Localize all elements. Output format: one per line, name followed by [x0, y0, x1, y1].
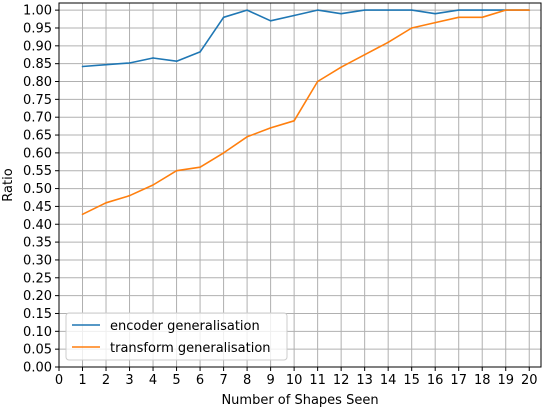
y-tick-label: 0.00 [23, 361, 52, 376]
x-axis-label: Number of Shapes Seen [221, 393, 378, 408]
x-tick-label: 15 [403, 373, 420, 388]
x-tick-label: 4 [149, 373, 157, 388]
x-tick-label: 7 [219, 373, 227, 388]
data-point [528, 9, 531, 11]
y-tick-label: 0.75 [23, 93, 52, 108]
data-point [481, 9, 484, 11]
data-point [504, 9, 507, 11]
x-tick-label: 18 [474, 373, 491, 388]
y-tick-label: 0.95 [23, 21, 52, 36]
data-point [434, 21, 436, 24]
x-tick-label: 16 [427, 373, 444, 388]
legend-label-transform: transform generalisation [110, 341, 271, 356]
data-point [175, 169, 178, 172]
x-tick-label: 20 [521, 373, 538, 388]
y-tick-label: 0.80 [23, 75, 52, 90]
y-tick-label: 0.15 [23, 307, 52, 322]
x-tick-label: 11 [309, 373, 326, 388]
data-point [81, 65, 84, 68]
plot-area [59, 3, 541, 367]
series-line-0 [82, 9, 530, 68]
data-point [363, 53, 366, 56]
x-tick-label: 14 [380, 373, 397, 388]
series-layer [81, 9, 531, 216]
data-point [481, 16, 484, 19]
x-tick-label: 8 [243, 373, 251, 388]
data-point [316, 9, 319, 11]
x-tick-label: 19 [497, 373, 514, 388]
data-point [105, 63, 107, 66]
y-tick-label: 0.70 [23, 111, 52, 126]
y-tick-label: 0.45 [23, 200, 52, 215]
data-point [199, 166, 201, 168]
data-point [316, 80, 319, 83]
data-point [246, 136, 248, 138]
x-tick-label: 2 [102, 373, 110, 388]
plot-frame [58, 2, 542, 368]
y-tick-label: 0.65 [23, 129, 52, 144]
y-tick-label: 0.30 [23, 253, 52, 268]
data-point [340, 12, 342, 15]
data-point [457, 16, 460, 19]
x-tick-label: 9 [266, 373, 274, 388]
data-point [81, 213, 84, 216]
data-point [128, 194, 131, 197]
data-point [387, 9, 389, 11]
y-tick-label: 0.90 [23, 39, 52, 54]
x-axis-ticks: 0 1 2 3 4 5 6 7 8 9 10 11 12 13 14 15 16 17 18 19 20 [55, 367, 538, 388]
data-point [387, 41, 389, 44]
data-point [457, 9, 460, 11]
data-point [152, 184, 154, 186]
data-point [269, 20, 272, 22]
data-point [105, 202, 107, 204]
data-point [199, 51, 201, 53]
legend-box [65, 312, 288, 361]
y-tick-label: 0.20 [23, 289, 52, 304]
data-point [434, 12, 436, 15]
y-tick-label: 0.40 [23, 218, 52, 233]
y-axis-label: Ratio [1, 168, 16, 201]
data-point [246, 9, 248, 11]
y-tick-label: 0.60 [23, 146, 52, 161]
data-point [175, 60, 178, 62]
x-tick-label: 0 [55, 373, 63, 388]
data-point [340, 66, 342, 69]
x-tick-label: 6 [196, 373, 204, 388]
y-tick-label: 0.05 [23, 343, 52, 358]
legend-label-encoder: encoder generalisation [110, 319, 260, 334]
data-point [269, 127, 272, 129]
data-point [410, 9, 413, 11]
data-point [152, 57, 154, 59]
y-tick-label: 0.55 [23, 164, 52, 179]
x-tick-label: 12 [333, 373, 350, 388]
x-tick-label: 17 [450, 373, 467, 388]
x-tick-label: 13 [356, 373, 373, 388]
data-point [222, 152, 225, 154]
series-line-1 [82, 9, 530, 216]
y-tick-label: 1.00 [23, 4, 52, 19]
data-point [410, 27, 413, 29]
x-tick-label: 1 [78, 373, 86, 388]
data-point [363, 9, 366, 11]
x-tick-label: 10 [286, 373, 303, 388]
x-tick-label: 3 [125, 373, 133, 388]
data-point [128, 62, 131, 64]
y-tick-label: 0.10 [23, 325, 52, 340]
data-point [293, 14, 295, 17]
y-tick-label: 0.50 [23, 182, 52, 197]
data-point [293, 119, 295, 122]
legend: encoder generalisation transform general… [65, 312, 288, 361]
data-point [222, 16, 225, 19]
y-tick-label: 0.85 [23, 57, 52, 72]
y-tick-label: 0.25 [23, 271, 52, 286]
y-tick-label: 0.35 [23, 236, 52, 251]
grid-lines [58, 3, 541, 368]
y-axis-ticks: 0.00 0.05 0.10 0.15 0.20 0.25 0.30 0.35 0.40 0.45… [23, 4, 59, 376]
x-tick-label: 5 [172, 373, 180, 388]
